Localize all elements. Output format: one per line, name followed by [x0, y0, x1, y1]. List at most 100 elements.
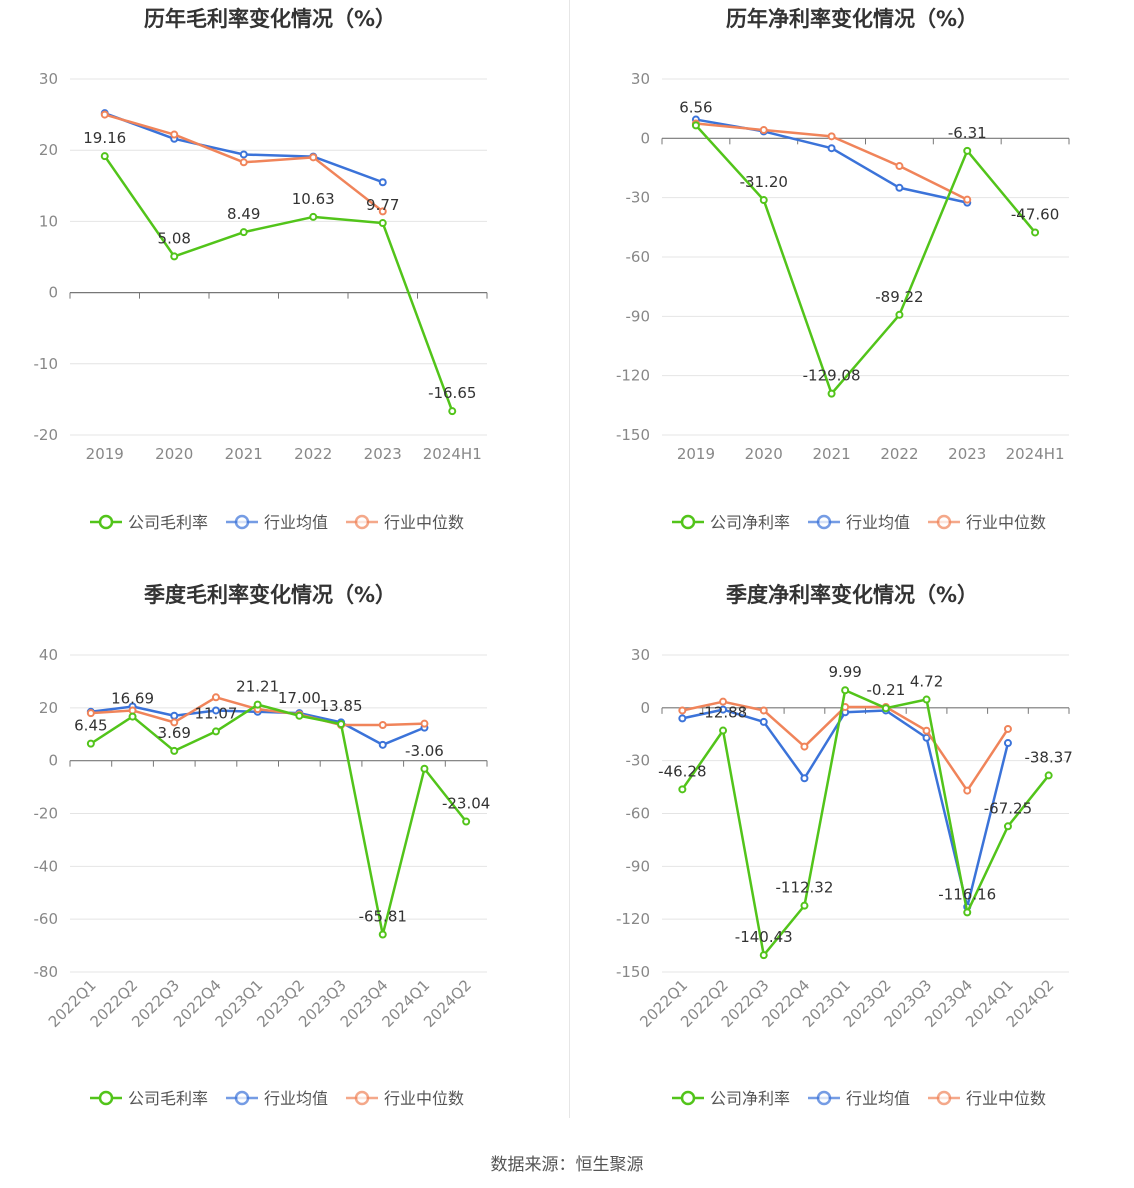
legend-item-avg: 行业均值: [808, 1089, 910, 1108]
data-label: 3.69: [158, 724, 191, 742]
series-line-company: [694, 124, 1037, 395]
data-label: -12.88: [699, 704, 747, 722]
y-tick-label: 0: [48, 284, 58, 302]
data-point-company: [895, 310, 904, 319]
legend-marker: [680, 1090, 696, 1106]
series-line-avg: [695, 118, 968, 204]
y-tick-label: -120: [616, 910, 650, 928]
data-point-company: [309, 212, 318, 221]
legend-item-company: 公司毛利率: [90, 513, 208, 532]
legend-marker: [936, 1090, 952, 1106]
legend-item-company: 公司毛利率: [90, 1089, 208, 1108]
data-point-median: [800, 742, 809, 751]
y-tick-label: -10: [34, 355, 59, 373]
legend-item-avg: 行业均值: [226, 513, 328, 532]
y-tick-label: 0: [640, 699, 650, 717]
data-label: 21.21: [236, 678, 279, 696]
data-label: -112.32: [775, 879, 833, 897]
legend-marker: [680, 514, 696, 530]
data-point-company: [170, 252, 179, 261]
annual-gross-margin-chart: 历年毛利率变化情况（%） 30 20 10 0 -10 -20 2019 2020 2021 202…: [0, 0, 567, 575]
data-label: 10.63: [292, 190, 335, 208]
data-point-median: [895, 162, 904, 171]
y-tick-label: -30: [626, 752, 651, 770]
legend-marker: [98, 1090, 114, 1106]
legend-marker: [816, 514, 832, 530]
data-point-company: [678, 785, 687, 794]
legend-label: 行业中位数: [966, 513, 1046, 532]
data-point-median: [827, 132, 836, 141]
data-point-median: [378, 721, 387, 730]
legend-item-avg: 行业均值: [808, 513, 910, 532]
data-point-median: [759, 706, 768, 715]
legend-marker: [234, 514, 250, 530]
legend-item-median: 行业中位数: [346, 513, 464, 532]
data-point-company: [86, 739, 95, 748]
legend-item-company: 公司净利率: [672, 513, 790, 532]
data-label: 5.08: [158, 229, 191, 247]
legend-label: 行业均值: [264, 513, 328, 532]
data-point-median: [678, 706, 687, 715]
data-point-avg: [678, 714, 687, 723]
data-point-avg: [239, 150, 248, 159]
data-label: 6.45: [74, 717, 107, 735]
data-label: 16.69: [111, 690, 154, 708]
data-point-company: [827, 389, 836, 398]
data-label: -129.08: [803, 367, 861, 385]
chart-title: 历年净利率变化情况（%）: [726, 7, 978, 31]
data-point-company: [448, 407, 457, 416]
data-point-company: [128, 712, 137, 721]
data-point-company: [378, 219, 387, 228]
data-point-company: [378, 930, 387, 939]
x-tick-label: 2024H1: [423, 445, 482, 463]
data-point-avg: [759, 717, 768, 726]
data-label: -67.25: [984, 799, 1032, 817]
data-point-median: [963, 786, 972, 795]
data-point-median: [239, 158, 248, 167]
y-tick-label: 0: [48, 752, 58, 770]
y-tick-label: 30: [39, 70, 58, 88]
data-point-avg: [378, 740, 387, 749]
data-point-avg: [170, 711, 179, 720]
y-tick-label: -40: [34, 857, 59, 875]
chart-title: 季度净利率变化情况（%）: [726, 583, 978, 607]
data-label: -116.16: [938, 885, 996, 903]
legend-item-median: 行业中位数: [928, 1089, 1046, 1108]
data-point-median: [963, 195, 972, 204]
data-point-company: [691, 121, 700, 130]
data-point-median: [378, 207, 387, 216]
legend-marker: [816, 1090, 832, 1106]
data-label: -31.20: [740, 173, 788, 191]
data-point-avg: [895, 183, 904, 192]
data-point-avg: [211, 706, 220, 715]
x-tick-label: 2019: [677, 445, 715, 463]
legend-item-median: 行业中位数: [928, 513, 1046, 532]
legend-item-company: 公司净利率: [672, 1089, 790, 1108]
data-point-company: [337, 720, 346, 729]
data-label: -16.65: [428, 384, 476, 402]
data-point-median: [100, 110, 109, 119]
data-point-avg: [378, 178, 387, 187]
y-tick-label: 20: [39, 699, 58, 717]
quarterly-net-margin-chart: 季度净利率变化情况（%） 30 0 -30 -60 -90 -120 -150 2022Q1 20…: [582, 576, 1134, 1151]
data-point-company: [963, 146, 972, 155]
data-label: 9.99: [828, 663, 861, 681]
y-tick-label: -90: [626, 307, 651, 325]
legend-item-median: 行业中位数: [346, 1089, 464, 1108]
x-tick-label: 2024H1: [1006, 445, 1065, 463]
series-line-avg: [682, 708, 1010, 909]
x-tick-label: 2021: [225, 445, 263, 463]
x-tick-label: 2020: [155, 445, 193, 463]
data-label: 6.56: [679, 98, 712, 116]
data-point-company: [759, 196, 768, 205]
y-tick-label: -60: [626, 248, 651, 266]
data-label: -46.28: [658, 762, 706, 780]
panel-divider: [569, 0, 570, 1118]
data-point-company: [1044, 771, 1053, 780]
data-label: -38.37: [1024, 748, 1072, 766]
y-tick-label: 10: [39, 212, 58, 230]
data-point-company: [759, 951, 768, 960]
data-point-median: [420, 719, 429, 728]
legend-item-avg: 行业均值: [226, 1089, 328, 1108]
data-label: -47.60: [1011, 205, 1059, 223]
